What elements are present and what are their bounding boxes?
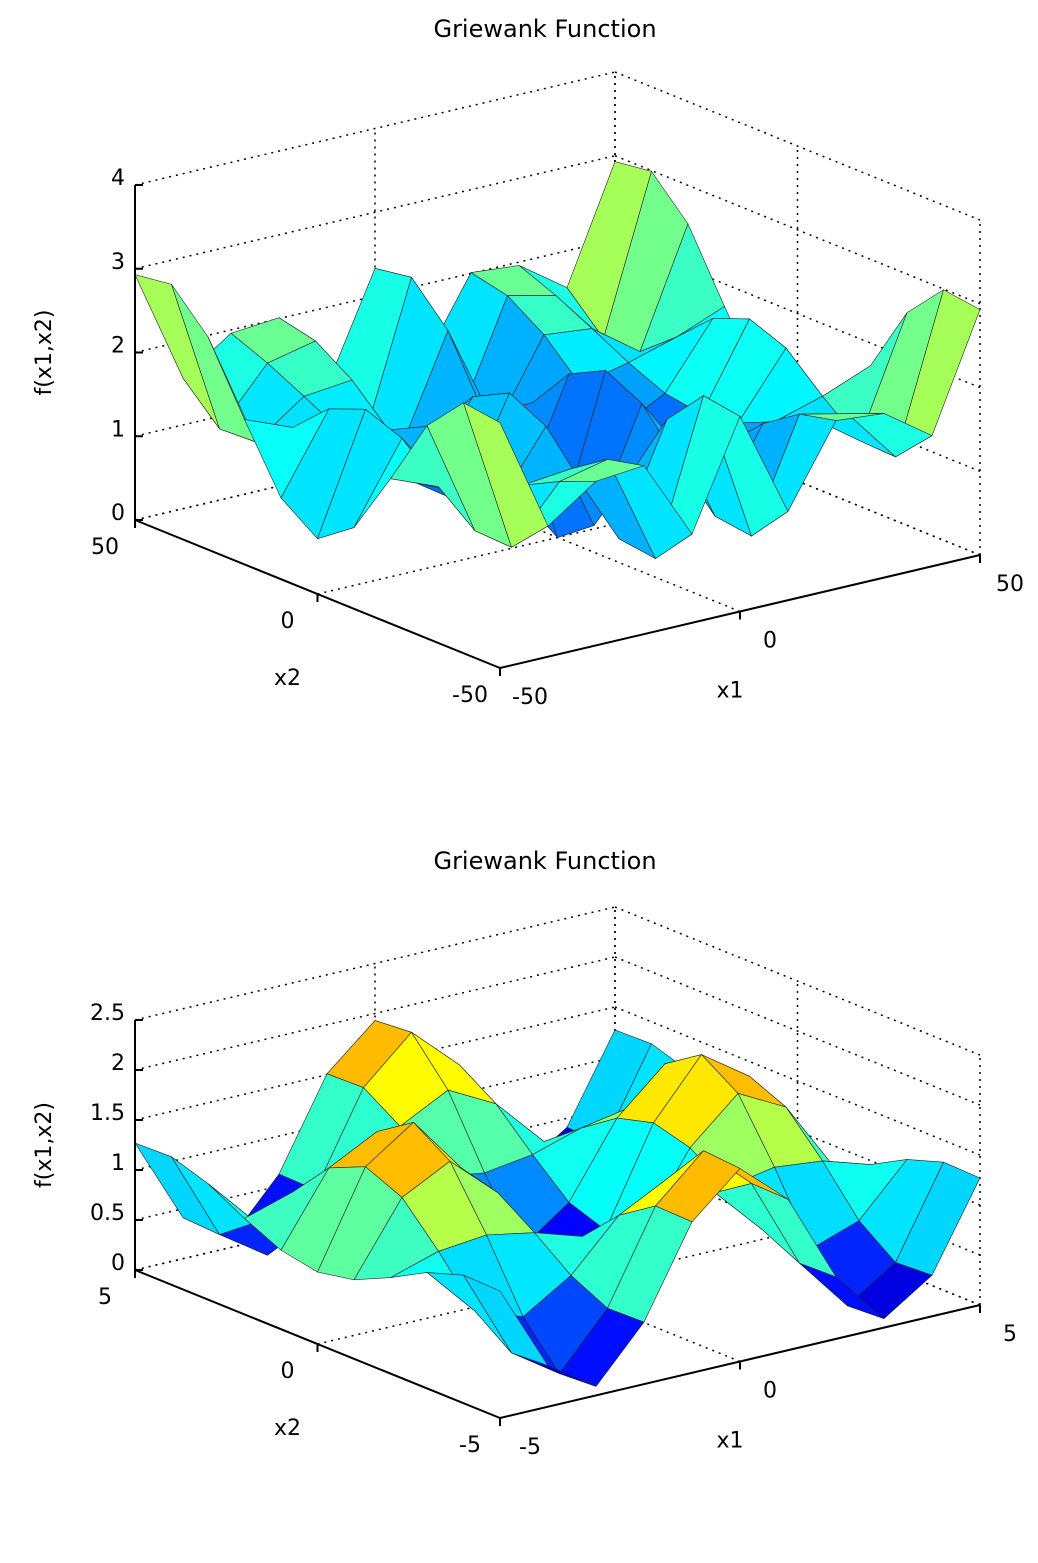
chart-title: Griewank Function: [433, 847, 656, 875]
z-tick-label: 0: [111, 1251, 125, 1276]
z-tick-label: 1: [111, 1151, 125, 1176]
grid-line: [134, 155, 616, 270]
grid-line: [614, 906, 981, 1056]
grid-line: [134, 71, 616, 186]
y-tick-label: -50: [452, 683, 488, 708]
z-tick-label: 2: [111, 1051, 125, 1076]
x-tick-label: 5: [1003, 1322, 1017, 1347]
y-tick-label: 0: [281, 1359, 295, 1384]
x-tick-label: -5: [519, 1435, 541, 1460]
z-tick-label: 2.5: [90, 1001, 125, 1026]
surface-cell: [462, 1274, 549, 1367]
grid-line: [134, 956, 616, 1071]
y-tick-label: 0: [281, 609, 295, 634]
surface-cell: [462, 402, 549, 548]
x-tick-label: 0: [763, 629, 777, 654]
x-axis-label: x1: [716, 679, 743, 704]
z-tick-label: 1: [111, 417, 125, 442]
grid-line: [614, 71, 981, 221]
z-axis-label: f(x1,x2): [32, 310, 57, 396]
z-axis-label: f(x1,x2): [32, 1102, 57, 1188]
chart-title: Griewank Function: [433, 15, 656, 43]
y-tick-label: 5: [98, 1285, 112, 1310]
grid-line: [614, 155, 981, 305]
z-tick-label: 0.5: [90, 1201, 125, 1226]
y-tick-label: 50: [91, 535, 119, 560]
z-tick-label: 0: [111, 501, 125, 526]
x-axis-label: x1: [716, 1429, 743, 1454]
y-axis-label: x2: [274, 666, 301, 691]
z-tick-label: 1.5: [90, 1101, 125, 1126]
grid-line: [614, 956, 981, 1106]
x-tick-label: 0: [763, 1379, 777, 1404]
grid-line: [614, 1006, 981, 1156]
grid-line: [134, 906, 616, 1021]
grid-line: [614, 238, 981, 389]
x-tick-label: -50: [512, 685, 548, 710]
x-tick-label: 50: [996, 572, 1024, 597]
y-tick-label: -5: [459, 1433, 481, 1458]
z-tick-label: 4: [111, 166, 125, 191]
y-axis-label: x2: [274, 1416, 301, 1441]
z-tick-label: 2: [111, 334, 125, 359]
z-tick-label: 3: [111, 250, 125, 275]
